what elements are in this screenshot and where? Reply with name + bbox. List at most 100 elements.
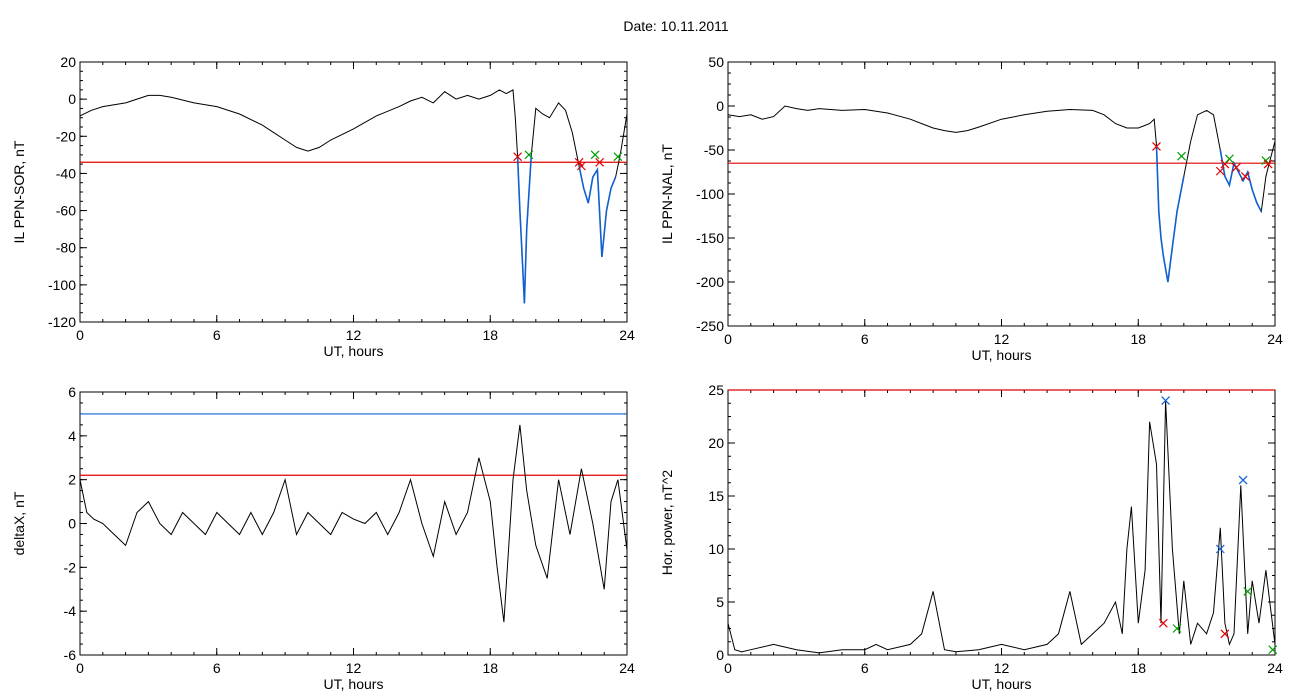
x-tick-label: 18 <box>482 327 498 343</box>
x-tick-label: 6 <box>213 660 221 676</box>
panel-sor: 0 6 12 18 24 -120 -100 -80 -60 -40 -20 0 20 UT, hours… <box>11 54 635 359</box>
event-marker <box>1240 171 1250 181</box>
y-tick-label: -2 <box>64 559 77 575</box>
x-tick-label: 18 <box>1130 660 1146 676</box>
x-tick-label: 24 <box>619 660 635 676</box>
x-tick-label: 12 <box>994 660 1010 676</box>
y-tick-label: 0 <box>716 647 724 663</box>
y-tick-label: 5 <box>716 594 724 610</box>
y-tick-label: -100 <box>696 186 724 202</box>
event-marker <box>1268 645 1278 655</box>
y-tick-label: 25 <box>708 382 724 398</box>
event-marker-stroke <box>1238 475 1248 485</box>
event-marker-stroke <box>1177 151 1186 161</box>
x-tick-label: 18 <box>482 660 498 676</box>
x-axis-label: UT, hours <box>324 676 384 692</box>
y-tick-label: -40 <box>56 165 76 181</box>
y-tick-label: 10 <box>708 541 724 557</box>
plot-frame <box>79 61 628 323</box>
event-marker-stroke <box>590 150 600 160</box>
event-marker-stroke <box>1240 171 1250 181</box>
y-tick-label: -120 <box>48 314 76 330</box>
event-marker <box>1238 475 1248 485</box>
y-tick-label: -80 <box>56 240 76 256</box>
x-tick-label: 12 <box>994 331 1010 347</box>
x-tick-label: 0 <box>724 331 732 347</box>
y-tick-label: -60 <box>56 203 76 219</box>
event-marker <box>1177 151 1186 161</box>
x-tick-label: 0 <box>76 660 84 676</box>
panel-power: 0 6 12 18 24 0 5 10 15 20 25 UT, hours Hor. power, n… <box>659 382 1283 692</box>
event-marker <box>1158 618 1168 628</box>
x-tick-label: 12 <box>346 660 362 676</box>
y-tick-label: 2 <box>68 472 76 488</box>
event-marker <box>1243 586 1253 596</box>
y-axis-label: IL PPN-NAL, nT <box>659 144 675 244</box>
series-line <box>727 105 1276 283</box>
event-marker <box>1215 544 1225 554</box>
event-marker <box>1231 163 1241 173</box>
y-tick-label: -150 <box>696 230 724 246</box>
series-line <box>79 424 628 623</box>
x-tick-label: 6 <box>861 331 869 347</box>
event-marker-stroke <box>574 157 584 167</box>
x-tick-label: 24 <box>1267 331 1283 347</box>
event-marker-stroke <box>576 161 586 171</box>
event-marker-stroke <box>595 157 605 167</box>
x-tick-label: 6 <box>213 327 221 343</box>
event-marker-stroke <box>1158 618 1168 628</box>
x-tick-label: 0 <box>76 327 84 343</box>
y-tick-label: 6 <box>68 384 76 400</box>
y-tick-label: 15 <box>708 488 724 504</box>
series-line <box>727 400 1276 654</box>
x-axis-label: UT, hours <box>972 347 1032 363</box>
event-marker-stroke <box>1231 163 1241 173</box>
y-tick-label: 0 <box>716 98 724 114</box>
event-marker-stroke <box>1263 159 1273 169</box>
y-axis-label: Hor. power, nT^2 <box>659 470 675 576</box>
y-axis-label: IL PPN-SOR, nT <box>11 140 27 243</box>
event-marker <box>1220 629 1230 639</box>
event-marker <box>590 150 600 160</box>
event-marker <box>1215 166 1225 176</box>
event-marker <box>1224 154 1234 164</box>
y-tick-label: 20 <box>708 435 724 451</box>
plot-frame <box>727 61 1276 327</box>
event-marker-stroke <box>1220 629 1230 639</box>
y-tick-label: -250 <box>696 318 724 334</box>
highlight-segment <box>1219 149 1263 212</box>
x-tick-label: 12 <box>346 327 362 343</box>
event-marker <box>613 152 623 162</box>
event-marker <box>1161 396 1171 406</box>
event-marker-stroke <box>513 152 523 162</box>
y-tick-label: 20 <box>60 54 76 70</box>
x-tick-label: 24 <box>619 327 635 343</box>
y-tick-label: -100 <box>48 277 76 293</box>
highlight-segment <box>1155 145 1185 283</box>
event-marker <box>1172 624 1182 633</box>
y-axis-label: deltaX, nT <box>11 491 27 555</box>
event-marker-stroke <box>524 150 534 160</box>
y-tick-label: 0 <box>68 91 76 107</box>
event-marker-stroke <box>1215 166 1225 176</box>
event-marker <box>513 152 523 162</box>
event-marker-stroke <box>1261 156 1271 165</box>
page-title: Date: 10.11.2011 <box>623 18 729 34</box>
x-tick-label: 18 <box>1130 331 1146 347</box>
x-tick-label: 6 <box>861 660 869 676</box>
y-tick-label: -4 <box>64 603 77 619</box>
event-marker-stroke <box>1215 544 1225 554</box>
event-marker-stroke <box>1152 142 1161 151</box>
x-axis-label: UT, hours <box>972 676 1032 692</box>
event-marker <box>1152 142 1161 151</box>
event-marker-stroke <box>1268 645 1278 655</box>
event-marker-stroke <box>1172 624 1182 633</box>
event-marker-stroke <box>1161 396 1171 406</box>
y-tick-label: -6 <box>64 647 77 663</box>
y-tick-label: -50 <box>704 142 724 158</box>
x-axis-label: UT, hours <box>324 343 384 359</box>
y-tick-label: -20 <box>56 128 76 144</box>
y-tick-label: 50 <box>708 54 724 70</box>
panel-nal: 0 6 12 18 24 -250 -200 -150 -100 -50 0 50 UT, hours I… <box>659 54 1283 363</box>
